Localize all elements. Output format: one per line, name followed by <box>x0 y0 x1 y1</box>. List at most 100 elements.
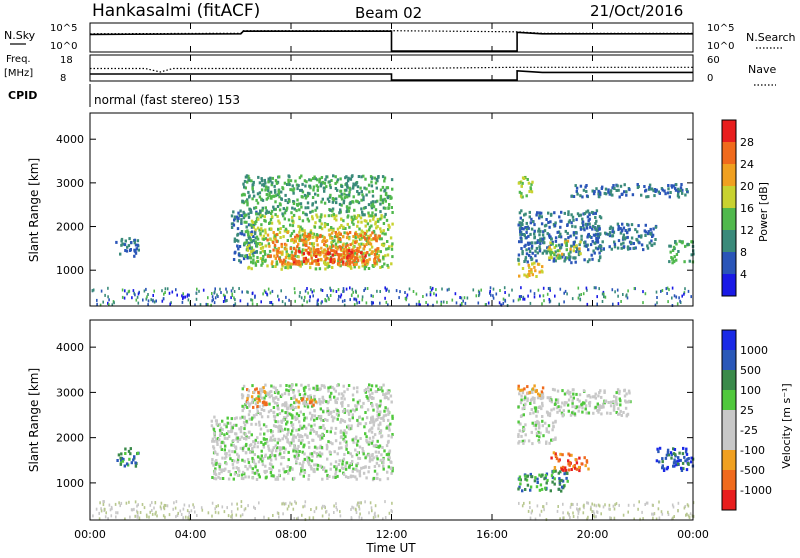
power-cell <box>489 289 491 293</box>
velocity-cell <box>108 503 111 507</box>
power-cell <box>583 212 587 215</box>
power-cell <box>269 190 273 194</box>
power-cell <box>294 235 297 239</box>
power-cell <box>384 286 386 290</box>
power-cell <box>644 292 647 296</box>
power-cell <box>297 255 300 259</box>
power-cell <box>363 262 367 266</box>
power-cell <box>270 183 273 187</box>
power-cell <box>302 252 306 256</box>
velocity-cell <box>554 437 557 441</box>
velocity-cell <box>307 397 311 401</box>
velocity-cell <box>231 516 233 520</box>
velocity-cell <box>539 431 542 435</box>
velocity-cell <box>325 400 328 404</box>
velocity-cell <box>282 446 286 450</box>
power-cell <box>300 262 304 266</box>
power-cell <box>354 232 357 236</box>
velocity-cell <box>238 469 241 473</box>
power-cell <box>616 184 619 188</box>
velocity-cell <box>586 501 588 505</box>
velocity-cell <box>258 412 262 416</box>
velocity-cell <box>603 389 606 393</box>
velocity-cell <box>346 425 349 429</box>
velocity-cell <box>327 413 331 416</box>
power-cell <box>380 237 383 241</box>
power-cell <box>599 193 602 197</box>
velocity-colorbar-tick: -1000 <box>740 484 772 497</box>
power-cell <box>211 295 214 299</box>
power-cell <box>320 200 323 204</box>
velocity-cell <box>677 456 680 460</box>
power-cell <box>315 206 319 210</box>
velocity-cell <box>391 414 394 418</box>
velocity-cell <box>546 478 549 482</box>
velocity-cell <box>551 387 555 391</box>
velocity-cell <box>321 514 324 518</box>
velocity-cell <box>134 500 137 504</box>
power-cell <box>330 249 333 252</box>
power-cell <box>256 259 260 263</box>
power-cell <box>232 223 236 227</box>
colorbar-swatch <box>722 390 736 410</box>
power-cell <box>341 299 344 303</box>
power-cell <box>314 200 317 204</box>
velocity-cell <box>517 433 520 437</box>
power-cell <box>355 199 358 203</box>
power-cell <box>248 253 251 257</box>
power-cell <box>519 216 522 220</box>
velocity-cell <box>670 453 673 457</box>
power-cell <box>613 245 617 249</box>
power-cell <box>252 183 255 187</box>
power-cell <box>512 299 515 303</box>
power-cell <box>607 232 610 236</box>
velocity-cell <box>134 464 138 468</box>
velocity-cell <box>557 405 560 409</box>
power-cell <box>588 258 591 262</box>
power-cell <box>332 229 335 233</box>
velocity-cell <box>125 462 129 466</box>
power-cell <box>379 217 382 221</box>
velocity-cell <box>303 400 307 404</box>
velocity-cell <box>291 416 294 420</box>
power-cell <box>379 202 382 206</box>
velocity-cell <box>292 449 295 453</box>
power-cell <box>579 184 583 188</box>
power-cell <box>305 180 308 184</box>
power-cell <box>240 214 243 218</box>
power-cell <box>530 268 533 272</box>
power-cell <box>632 242 635 245</box>
power-cell <box>525 248 528 252</box>
power-cell <box>342 290 344 293</box>
power-cell <box>368 190 371 194</box>
velocity-cell <box>277 426 280 430</box>
velocity-cell <box>299 424 302 428</box>
velocity-cell <box>551 421 555 425</box>
velocity-cell <box>241 448 245 452</box>
power-cell <box>683 291 686 295</box>
velocity-cell <box>615 398 618 402</box>
velocity-cell <box>355 464 358 468</box>
power-cell <box>568 258 571 262</box>
nsearch-ytick-top: 10^5 <box>707 23 734 34</box>
power-cell <box>352 290 354 294</box>
velocity-cell <box>261 463 265 467</box>
velocity-cell <box>303 389 306 392</box>
velocity-cell <box>296 447 299 451</box>
power-cell <box>258 181 262 185</box>
velocity-cell <box>151 512 154 516</box>
velocity-cell <box>391 433 394 436</box>
velocity-cell <box>313 510 316 514</box>
velocity-cell <box>231 513 233 517</box>
velocity-cell <box>372 423 375 427</box>
power-cell <box>295 202 299 206</box>
velocity-cell <box>116 459 119 462</box>
power-cell <box>251 261 255 265</box>
power-cell <box>358 227 361 231</box>
power-cell <box>342 235 345 239</box>
power-cell <box>164 291 166 294</box>
power-cell <box>567 210 570 214</box>
velocity-cell <box>238 427 241 431</box>
velocity-cell <box>247 504 249 508</box>
power-cell <box>333 252 336 255</box>
